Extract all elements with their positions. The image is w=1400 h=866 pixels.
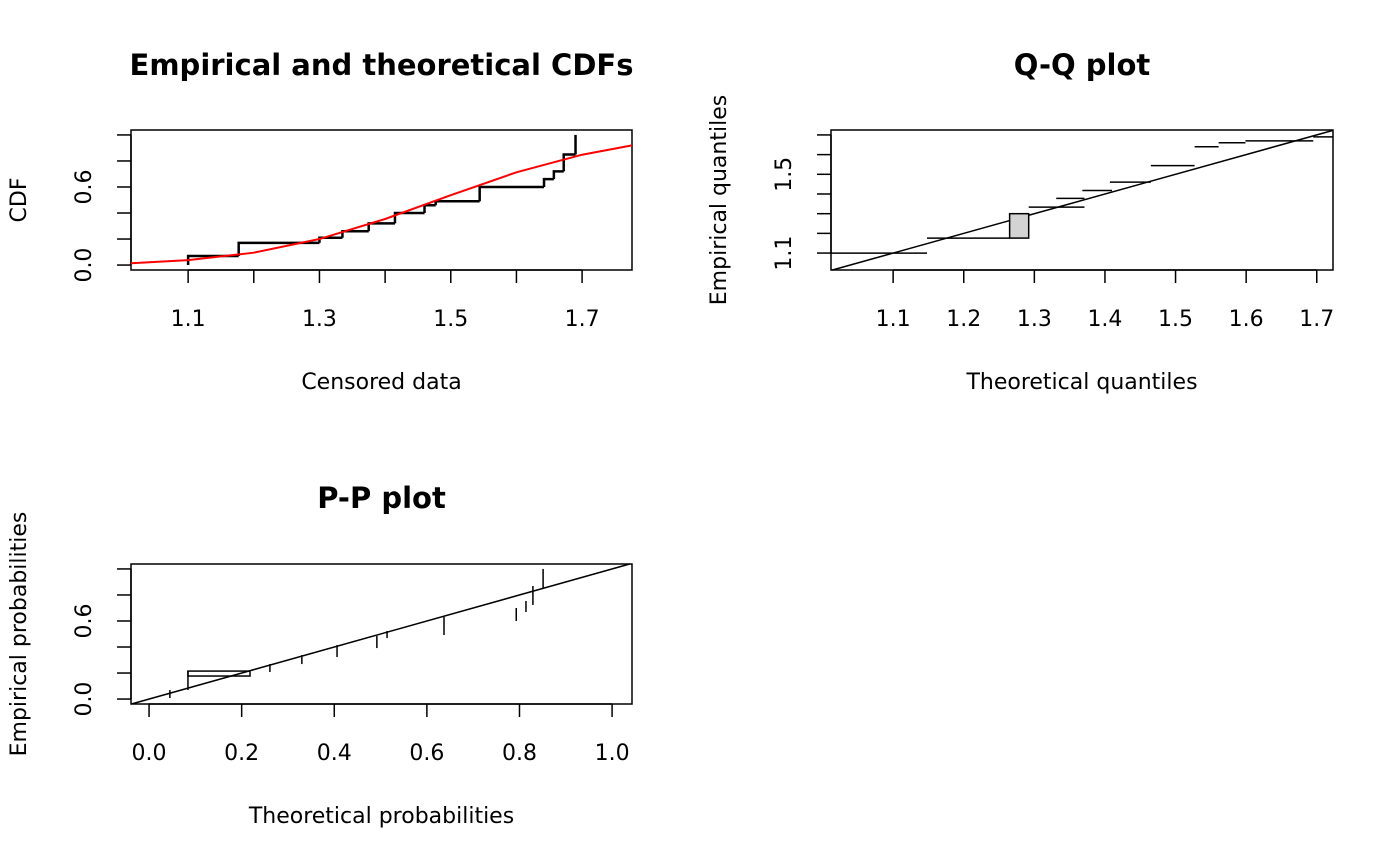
ecdf-step (237, 241, 320, 256)
fitted-cdf (130, 144, 633, 265)
x-axis-label: Theoretical quantiles (965, 370, 1197, 395)
ecdf-step (393, 211, 425, 224)
x-tick-label: 0.2 (224, 741, 259, 766)
ecdf-step (562, 153, 576, 172)
chart-title: Q-Q plot (1014, 48, 1151, 82)
reference-line (131, 563, 630, 705)
ecdf-step (367, 222, 395, 232)
x-tick-label: 1.7 (565, 307, 600, 332)
x-axis-label: Theoretical probabilities (248, 804, 514, 829)
plot-frame (130, 129, 633, 271)
x-tick-label: 0.0 (132, 741, 167, 766)
y-tick-label: 0.6 (72, 169, 97, 204)
y-tick-label: 0.0 (72, 682, 97, 717)
chart-title: Empirical and theoretical CDFs (130, 48, 634, 82)
y-axis-label: Empirical quantiles (707, 95, 732, 305)
x-tick-label: 1.4 (1087, 307, 1122, 332)
ecdf-step (434, 200, 480, 206)
y-tick-label: 1.1 (772, 236, 797, 271)
x-tick-label: 1.7 (1299, 307, 1334, 332)
censored-box (1008, 212, 1030, 239)
x-tick-label: 1.1 (876, 307, 911, 332)
reference-line (832, 129, 1334, 271)
chart-title: P-P plot (317, 481, 446, 515)
x-tick-label: 1.3 (302, 307, 337, 332)
x-tick-label: 1.5 (433, 307, 468, 332)
ecdf-step (318, 236, 343, 243)
x-tick-label: 1.2 (946, 307, 981, 332)
y-axis-label: CDF (7, 178, 32, 223)
y-tick-label: 1.5 (772, 157, 797, 192)
x-tick-label: 0.8 (502, 741, 537, 766)
x-tick-label: 1.0 (595, 741, 630, 766)
y-tick-label: 0.0 (72, 248, 97, 283)
ecdf-step (341, 229, 369, 238)
y-tick-label: 0.6 (72, 603, 97, 638)
y-axis-label: Empirical probabilities (7, 512, 32, 757)
ecdf-step (423, 203, 436, 214)
x-tick-label: 1.1 (171, 307, 206, 332)
ecdf-step (552, 170, 564, 180)
ecdf-step (542, 177, 554, 187)
ecdf-step (478, 185, 545, 202)
x-tick-label: 1.3 (1017, 307, 1052, 332)
x-tick-label: 0.4 (317, 741, 352, 766)
x-tick-label: 1.5 (1158, 307, 1193, 332)
x-axis-label: Censored data (301, 370, 461, 395)
x-tick-label: 1.6 (1229, 307, 1264, 332)
x-tick-label: 0.6 (409, 741, 444, 766)
